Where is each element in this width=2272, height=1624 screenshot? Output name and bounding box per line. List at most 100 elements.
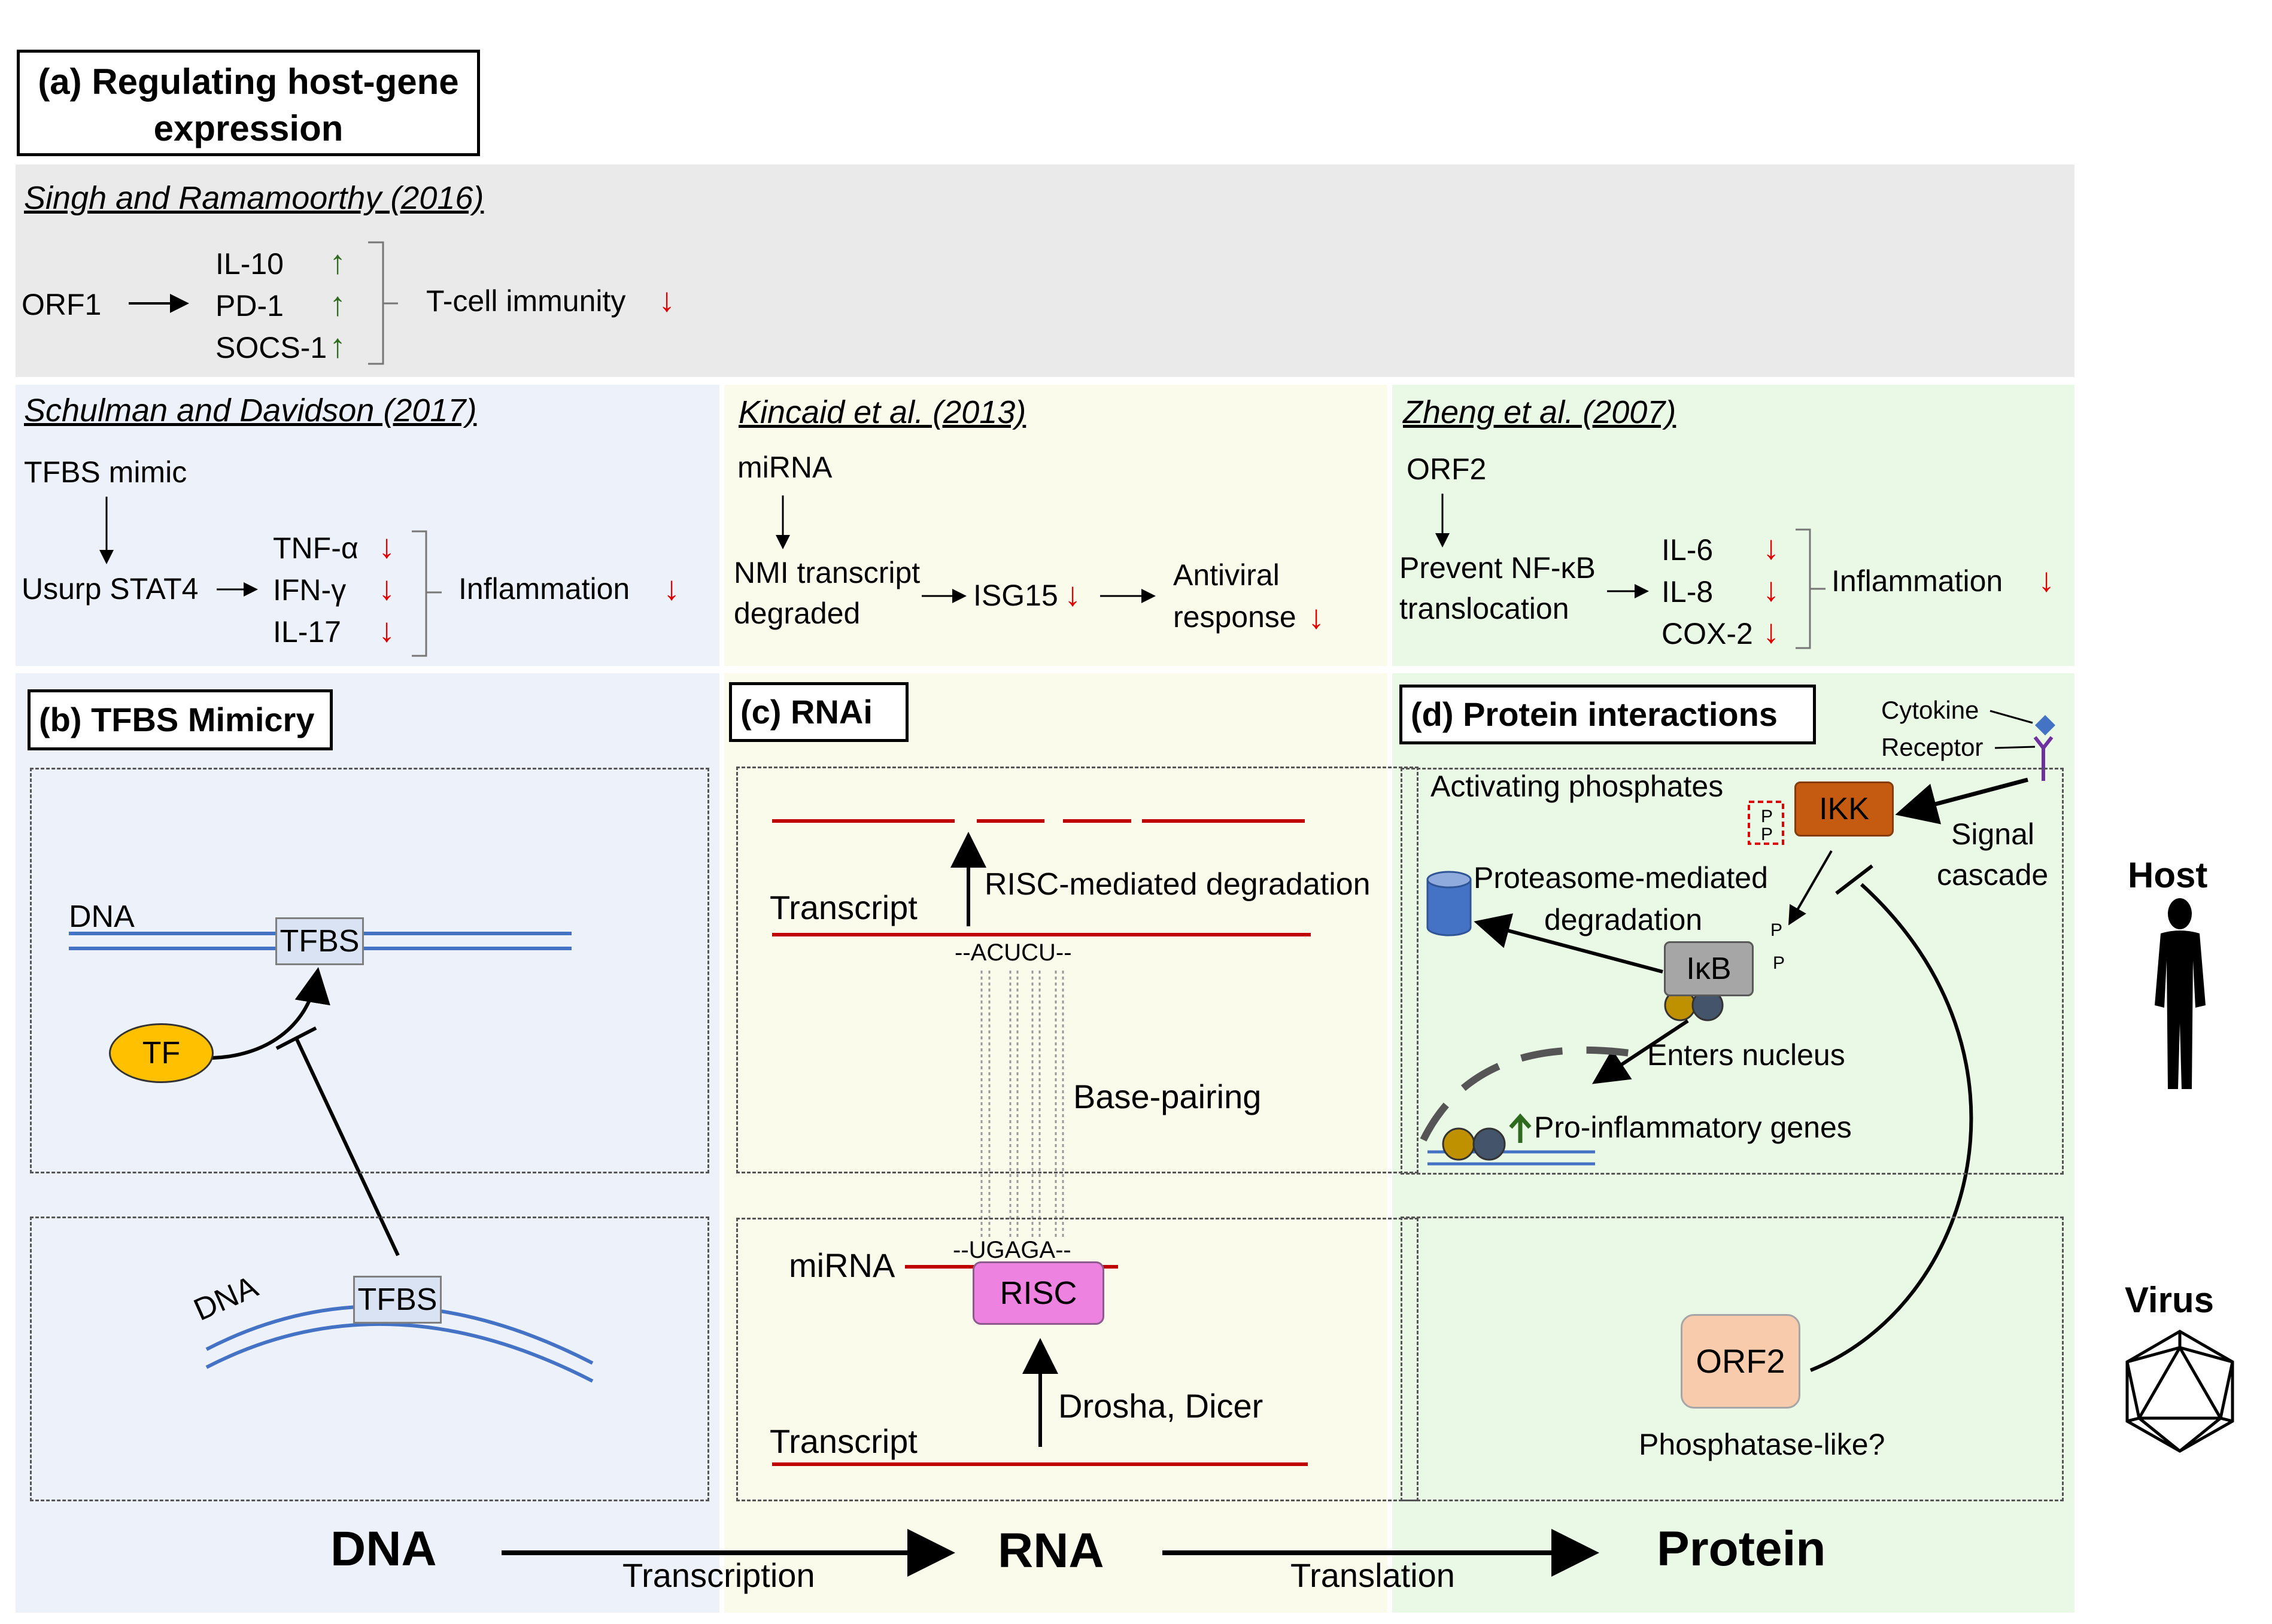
zheng-arrows — [1435, 494, 1649, 598]
kincaid-arrows — [776, 495, 1156, 603]
proteasome-label-line2: degradation — [1544, 903, 1703, 936]
singh-target-2: PD-1 — [215, 289, 284, 323]
zheng-target-3-down-arrow-icon: ↓ — [1763, 612, 1779, 650]
singh-target-2-up-arrow-icon: ↑ — [329, 285, 346, 323]
kincaid-outcome-line2: response — [1173, 600, 1296, 634]
nfkb-on-dna — [1442, 1127, 1506, 1161]
singh-citation: Singh and Ramamoorthy (2016) — [24, 180, 484, 216]
panel-c-host-box — [736, 767, 1419, 1173]
host-tfbs-label: TFBS — [280, 924, 360, 959]
panel-d-host-box — [1401, 768, 2064, 1175]
zheng-outcome-down-arrow-icon: ↓ — [2038, 561, 2055, 598]
base-pairing-lines — [980, 971, 1064, 1240]
panel-b-background — [16, 673, 719, 1613]
schulman-target-3-down-arrow-icon: ↓ — [378, 611, 395, 649]
pro-inflammatory-genes-label: Pro-inflammatory genes — [1534, 1111, 1852, 1144]
ikk-phosphate-2: P — [1761, 825, 1773, 844]
proteasome-label-line1: Proteasome-mediated — [1474, 861, 1768, 895]
singh-bracket — [368, 241, 398, 365]
risc-degradation-label: RISC-mediated degradation — [985, 867, 1371, 902]
orf2-box: ORF2 — [1681, 1314, 1800, 1409]
tf-label: TF — [142, 1036, 181, 1070]
ikb-subunits — [1664, 989, 1724, 1021]
panel-a-singh-background — [16, 165, 2074, 377]
virus-tfbs-box: TFBS — [353, 1276, 442, 1324]
drosha-dicer-label: Drosha, Dicer — [1058, 1387, 1263, 1425]
schulman-outcome-down-arrow-icon: ↓ — [663, 569, 680, 607]
kincaid-step-line1: NMI transcript — [734, 556, 921, 589]
transcription-label: Transcription — [622, 1556, 815, 1594]
transcript-top-label: Transcript — [770, 889, 918, 926]
zheng-target-2: IL-8 — [1662, 575, 1714, 609]
zheng-target-2-down-arrow-icon: ↓ — [1763, 570, 1779, 608]
phosphatase-label: Phosphatase-like? — [1639, 1428, 1885, 1461]
gene-upregulation-arrow — [1509, 1113, 1532, 1143]
panel-a-label: (a) Regulating host-gene expression — [17, 50, 480, 156]
virus-tfbs-label: TFBS — [357, 1282, 438, 1317]
cytokine-label: Cytokine — [1881, 696, 1979, 724]
schulman-arrows — [99, 497, 258, 597]
cytokine-pointer — [1989, 710, 2036, 749]
kincaid-outcome-line1: Antiviral — [1173, 558, 1280, 592]
nuclear-membrane — [1420, 1046, 1644, 1142]
panel-b-host-box — [30, 768, 709, 1173]
virus-icosahedron-icon — [2125, 1330, 2234, 1453]
mirna-label: miRNA — [789, 1246, 895, 1284]
panel-b-label: (b) TFBS Mimicry — [28, 689, 333, 750]
panel-a-label-line1: (a) Regulating host-gene — [38, 62, 459, 102]
orf2-label: ORF2 — [1696, 1342, 1785, 1380]
risc-box: RISC — [973, 1261, 1104, 1325]
singh-outcome-down-arrow-icon: ↓ — [658, 281, 675, 318]
signal-arrow — [1895, 777, 2028, 825]
panel-schulman-background — [16, 385, 719, 666]
schulman-target-2-down-arrow-icon: ↓ — [378, 569, 395, 607]
ikk-label: IKK — [1819, 792, 1869, 826]
rna-label: RNA — [998, 1523, 1104, 1578]
translation-label: Translation — [1290, 1556, 1455, 1594]
proteasome-icon — [1426, 871, 1472, 936]
ikb-label: IκB — [1686, 951, 1732, 986]
singh-target-3-up-arrow-icon: ↑ — [329, 327, 346, 364]
kincaid-citation: Kincaid et al. (2013) — [739, 394, 1026, 430]
zheng-step-line2: translocation — [1399, 592, 1569, 625]
schulman-bracket — [412, 530, 442, 657]
panel-b-virus-box — [30, 1217, 709, 1501]
schulman-target-3: IL-17 — [273, 615, 341, 649]
activating-phosphates-label: Activating phosphates — [1430, 770, 1724, 803]
schulman-source: TFBS mimic — [24, 455, 187, 489]
singh-target-1: IL-10 — [215, 247, 284, 281]
sequence-bottom: --UGAGA-- — [953, 1237, 1071, 1263]
singh-target-3: SOCS-1 — [215, 331, 327, 364]
zheng-citation: Zheng et al. (2007) — [1403, 394, 1676, 430]
panel-a-label-line2: expression — [153, 108, 344, 148]
schulman-target-2: IFN-γ — [273, 573, 347, 607]
kincaid-target-down-arrow-icon: ↓ — [1064, 575, 1081, 613]
zheng-target-1-down-arrow-icon: ↓ — [1763, 528, 1779, 566]
panel-d-label: (d) Protein interactions — [1399, 685, 1816, 744]
dna-label: DNA — [330, 1522, 437, 1576]
zheng-source: ORF2 — [1407, 452, 1487, 486]
zheng-bracket — [1796, 528, 1826, 649]
phosphate-dashed-box — [1748, 801, 1784, 845]
panel-c-label: (c) RNAi — [729, 682, 909, 742]
risc-label: RISC — [1000, 1275, 1077, 1311]
schulman-target-1-down-arrow-icon: ↓ — [378, 527, 395, 565]
kincaid-step-line2: degraded — [734, 597, 861, 630]
tfbs-inhibition-arrow — [275, 1026, 400, 1257]
kincaid-outcome-down-arrow-icon: ↓ — [1308, 598, 1325, 635]
ikk-box: IKK — [1794, 781, 1894, 837]
panel-d-background — [1392, 673, 2074, 1613]
virus-label: Virus — [2125, 1280, 2214, 1320]
kincaid-target: ISG15 — [973, 579, 1058, 612]
ikb-box: IκB — [1664, 941, 1754, 996]
singh-source: ORF1 — [22, 288, 102, 321]
zheng-target-1: IL-6 — [1662, 533, 1714, 567]
panel-c-virus-box — [736, 1218, 1419, 1501]
base-pairing-label: Base-pairing — [1073, 1078, 1262, 1115]
tf-ellipse: TF — [109, 1023, 214, 1083]
panel-d-virus-box — [1401, 1217, 2064, 1501]
host-label: Host — [2128, 855, 2208, 895]
ikk-phosphate-1: P — [1761, 807, 1773, 826]
signal-cascade-line1: Signal — [1951, 817, 2034, 851]
enters-nucleus-label: Enters nucleus — [1647, 1038, 1845, 1072]
